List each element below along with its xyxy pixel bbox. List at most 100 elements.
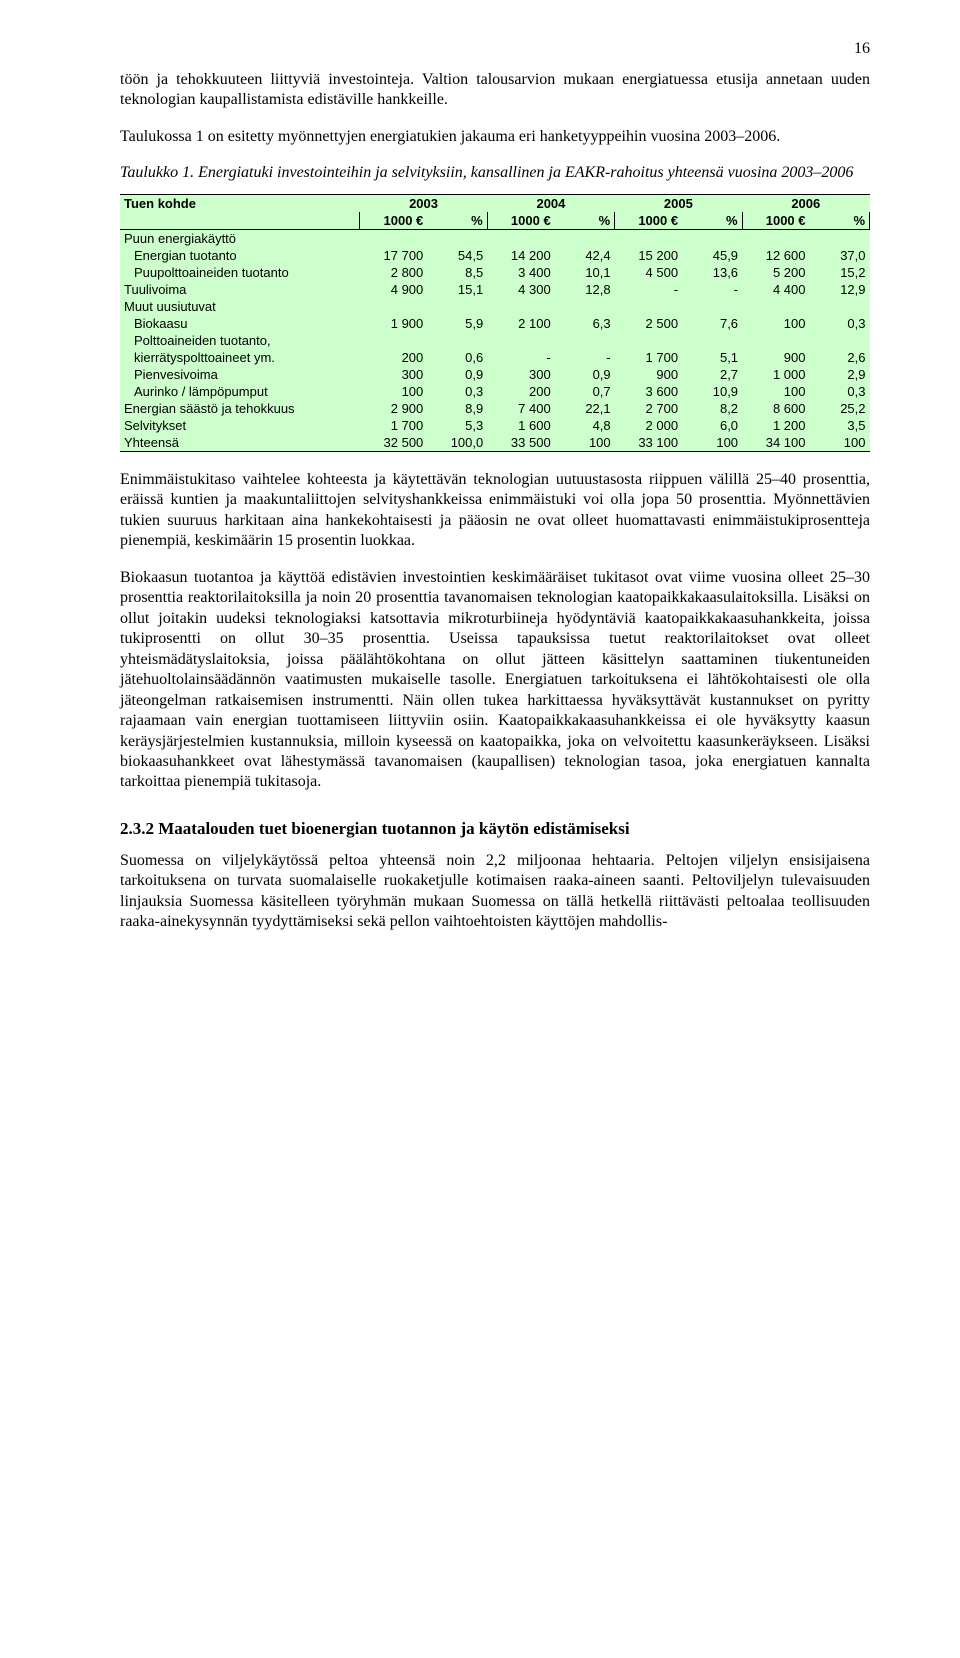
cell: 15,1 <box>427 281 487 298</box>
cell: 0,3 <box>810 315 870 332</box>
cell: 4 900 <box>360 281 427 298</box>
sub-1000e: 1000 € <box>615 212 682 230</box>
cell: 45,9 <box>682 247 742 264</box>
cell: 2,6 <box>810 349 870 366</box>
cell: 42,4 <box>555 247 615 264</box>
paragraph-3: Enimmäistukitaso vaihtelee kohteesta ja … <box>120 470 870 552</box>
cell: 4,8 <box>555 417 615 434</box>
cell: 54,5 <box>427 247 487 264</box>
cell <box>682 229 742 247</box>
cell <box>742 298 809 315</box>
cell <box>360 229 427 247</box>
cell: - <box>555 349 615 366</box>
cell <box>427 332 487 349</box>
cell: 10,9 <box>682 383 742 400</box>
row-label: Puun energiakäyttö <box>120 229 360 247</box>
cell: 8,5 <box>427 264 487 281</box>
cell: 1 600 <box>487 417 554 434</box>
cell: 4 400 <box>742 281 809 298</box>
cell: 1 700 <box>615 349 682 366</box>
cell <box>810 298 870 315</box>
cell: 5,1 <box>682 349 742 366</box>
cell: 13,6 <box>682 264 742 281</box>
row-label: Polttoaineiden tuotanto, <box>120 332 360 349</box>
cell <box>742 332 809 349</box>
table-row: kierrätyspolttoaineet ym.2000,6--1 7005,… <box>120 349 870 366</box>
cell: 100 <box>682 434 742 452</box>
cell: 22,1 <box>555 400 615 417</box>
cell: 7 400 <box>487 400 554 417</box>
cell: 2,7 <box>682 366 742 383</box>
cell: 12,9 <box>810 281 870 298</box>
cell: 2 100 <box>487 315 554 332</box>
cell <box>810 332 870 349</box>
cell: - <box>487 349 554 366</box>
sub-pct: % <box>682 212 742 230</box>
paragraph-4: Biokaasun tuotantoa ja käyttöä edistävie… <box>120 568 870 793</box>
cell <box>487 298 554 315</box>
cell <box>427 298 487 315</box>
cell: 2 500 <box>615 315 682 332</box>
cell: 1 200 <box>742 417 809 434</box>
cell: 3 400 <box>487 264 554 281</box>
cell <box>487 229 554 247</box>
paragraph-5: Suomessa on viljelykäytössä peltoa yhtee… <box>120 851 870 933</box>
table-row: Polttoaineiden tuotanto, <box>120 332 870 349</box>
table-row: Aurinko / lämpöpumput1000,32000,73 60010… <box>120 383 870 400</box>
cell <box>615 298 682 315</box>
col-header-2003: 2003 <box>360 194 487 212</box>
row-label: Pienvesivoima <box>120 366 360 383</box>
table-row: Tuulivoima4 90015,14 30012,8--4 40012,9 <box>120 281 870 298</box>
cell: 100 <box>360 383 427 400</box>
cell: - <box>615 281 682 298</box>
cell: 4 500 <box>615 264 682 281</box>
cell: 1 700 <box>360 417 427 434</box>
table-row: Puun energiakäyttö <box>120 229 870 247</box>
cell: 0,3 <box>427 383 487 400</box>
cell: 100 <box>742 315 809 332</box>
row-label: Energian säästö ja tehokkuus <box>120 400 360 417</box>
cell: 15,2 <box>810 264 870 281</box>
sub-pct: % <box>555 212 615 230</box>
cell <box>615 332 682 349</box>
page-number: 16 <box>120 40 870 58</box>
table-row: Energian säästö ja tehokkuus2 9008,97 40… <box>120 400 870 417</box>
table-row: Yhteensä32 500100,033 50010033 10010034 … <box>120 434 870 452</box>
cell: 33 500 <box>487 434 554 452</box>
col-header-kohde: Tuen kohde <box>120 194 360 229</box>
cell: 25,2 <box>810 400 870 417</box>
table-caption: Taulukko 1. Energiatuki investointeihin … <box>120 163 870 183</box>
cell: 900 <box>742 349 809 366</box>
cell: 2 700 <box>615 400 682 417</box>
cell <box>427 229 487 247</box>
col-header-2004: 2004 <box>487 194 614 212</box>
cell: 8,2 <box>682 400 742 417</box>
cell: 100,0 <box>427 434 487 452</box>
cell <box>682 298 742 315</box>
sub-1000e: 1000 € <box>742 212 809 230</box>
cell: 0,9 <box>555 366 615 383</box>
cell: 1 000 <box>742 366 809 383</box>
row-label: Puupolttoaineiden tuotanto <box>120 264 360 281</box>
table-row: Biokaasu1 9005,92 1006,32 5007,61000,3 <box>120 315 870 332</box>
cell: 17 700 <box>360 247 427 264</box>
cell: 100 <box>555 434 615 452</box>
table-row: Puupolttoaineiden tuotanto2 8008,53 4001… <box>120 264 870 281</box>
row-label: kierrätyspolttoaineet ym. <box>120 349 360 366</box>
document-page: 16 töön ja tehokkuuteen liittyviä invest… <box>0 0 960 1009</box>
sub-1000e: 1000 € <box>360 212 427 230</box>
paragraph-1: töön ja tehokkuuteen liittyviä investoin… <box>120 70 870 111</box>
cell: 5,3 <box>427 417 487 434</box>
cell: 8,9 <box>427 400 487 417</box>
cell <box>360 298 427 315</box>
row-label: Yhteensä <box>120 434 360 452</box>
row-label: Biokaasu <box>120 315 360 332</box>
cell: 2 000 <box>615 417 682 434</box>
cell: 3,5 <box>810 417 870 434</box>
cell: 6,0 <box>682 417 742 434</box>
row-label: Muut uusiutuvat <box>120 298 360 315</box>
cell <box>682 332 742 349</box>
cell <box>810 229 870 247</box>
cell <box>555 298 615 315</box>
cell <box>360 332 427 349</box>
